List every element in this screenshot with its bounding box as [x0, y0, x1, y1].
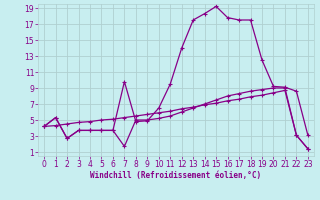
X-axis label: Windchill (Refroidissement éolien,°C): Windchill (Refroidissement éolien,°C): [91, 171, 261, 180]
